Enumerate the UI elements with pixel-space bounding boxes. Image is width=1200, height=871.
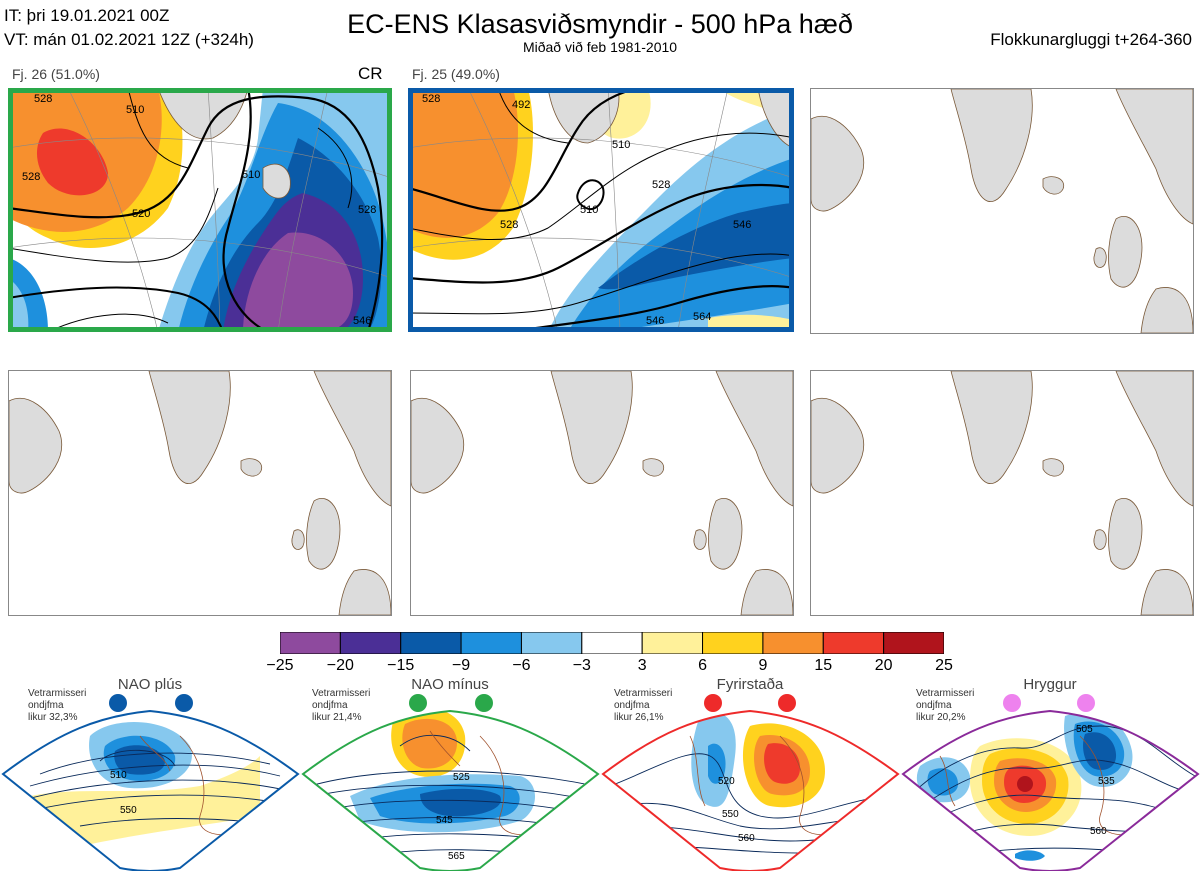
classification-window: Flokkunargluggi t+264-360 — [990, 30, 1192, 49]
contour-label: 528 — [500, 219, 518, 231]
colorbar-tick-label: −9 — [451, 657, 471, 674]
colorbar-segment — [581, 631, 643, 655]
contour-label: 560 — [1090, 826, 1107, 837]
empty-map-5[interactable] — [410, 370, 794, 616]
cluster-map-2[interactable]: 528 492 510 510 528 528 546 546 564 — [408, 88, 794, 332]
contour-label: 550 — [722, 809, 739, 820]
regime-title: NAO mínus — [411, 676, 489, 693]
contour-label: 510 — [110, 770, 127, 781]
regime-title: Fyrirstaða — [716, 676, 784, 693]
regime-marker — [778, 694, 796, 712]
regime-ridge[interactable]: Hryggur Vetrarmisseri ondjfma likur 20,2% — [900, 676, 1200, 871]
contour-label: 564 — [693, 311, 711, 323]
colorbar-tick-label: 25 — [935, 657, 953, 674]
initial-time: IT: þri 19.01.2021 00Z — [4, 6, 170, 25]
empty-map-6[interactable] — [810, 370, 1194, 616]
contour-label: 520 — [132, 208, 150, 220]
contour-label: 565 — [448, 851, 465, 862]
empty-map-4[interactable] — [8, 370, 392, 616]
empty-map-3[interactable] — [810, 88, 1194, 334]
cluster-map-1[interactable]: 528 510 520 510 528 546 528 — [8, 88, 392, 332]
colorbar-segment — [641, 631, 704, 655]
cluster-2-label: Fj. 25 (49.0%) — [412, 66, 500, 82]
page-title: EC-ENS Klasasviðsmyndir - 500 hPa hæð — [347, 9, 853, 39]
regime-marker — [1003, 694, 1021, 712]
regime-note: Vetrarmisseri ondjfma likur 21,4% — [312, 688, 371, 723]
regime-nao-minus[interactable]: NAO mínus Vetrarmisseri ondjfma likur 21,4… — [300, 676, 600, 871]
contour-label: 505 — [1076, 724, 1093, 735]
regime-title: NAO plús — [117, 676, 183, 693]
colorbar-tick-label: −3 — [572, 657, 591, 674]
contour-label: 510 — [126, 104, 144, 116]
colorbar-tick-label: −25 — [266, 657, 294, 674]
colorbar-segment — [702, 631, 764, 655]
colorbar-tick-label: 15 — [814, 657, 833, 674]
regime-marker — [409, 694, 427, 712]
contour-label: 492 — [512, 99, 530, 111]
colorbar-tick-label: −15 — [387, 657, 415, 674]
colorbar-segment — [883, 631, 945, 655]
colorbar-segment — [339, 631, 402, 655]
contour-label: 550 — [120, 805, 137, 816]
contour-label: 560 — [738, 833, 755, 844]
colorbar-tick-label: 6 — [698, 657, 707, 674]
colorbar-segment — [762, 631, 824, 655]
contour-label: 528 — [358, 204, 376, 216]
contour-label: 528 — [652, 179, 670, 191]
regime-marker — [1077, 694, 1095, 712]
contour-label: 510 — [242, 169, 260, 181]
colorbar-segment — [400, 631, 462, 655]
cluster-1-tag: CR — [358, 64, 383, 83]
colorbar-tick-label: 20 — [874, 657, 893, 674]
valid-time: VT: mán 01.02.2021 12Z (+324h) — [4, 30, 254, 49]
contour-label: 520 — [718, 776, 735, 787]
regime-note: Vetrarmisseri ondjfma likur 20,2% — [916, 688, 975, 723]
contour-label: 510 — [580, 204, 598, 216]
colorbar-segment — [822, 631, 885, 655]
cluster-1-label: Fj. 26 (51.0%) — [12, 66, 100, 82]
regime-nao-plus[interactable]: NAO plús Vetrarmisseri ondjfma likur 32,3% — [0, 676, 300, 871]
contour-label: 535 — [1098, 776, 1115, 787]
colorbar-segment — [279, 631, 341, 655]
contour-label: 528 — [34, 93, 52, 105]
regime-marker — [109, 694, 127, 712]
contour-label: 528 — [22, 171, 40, 183]
colorbar-segment — [460, 631, 522, 655]
page-subtitle: Miðað við feb 1981-2010 — [522, 39, 678, 55]
regime-blocking[interactable]: Fyrirstaða Vetrarmisseri ondjfma likur 26,… — [600, 676, 900, 871]
contour-label: 545 — [436, 815, 453, 826]
colorbar-tick-label: 9 — [758, 657, 768, 674]
contour-label: 525 — [453, 772, 470, 783]
header-info: IT: þri 19.01.2021 00Z VT: mán 01.02.202… — [4, 4, 254, 52]
regime-marker — [175, 694, 193, 712]
regime-note: Vetrarmisseri ondjfma likur 32,3% — [28, 688, 87, 723]
contour-label: 546 — [646, 315, 664, 327]
contour-label: 546 — [733, 219, 751, 231]
colorbar-tick-label: −20 — [326, 657, 354, 674]
contour-label: 528 — [422, 93, 440, 105]
regime-marker — [475, 694, 493, 712]
colorbar-segment — [520, 631, 583, 655]
anomaly-colorbar — [279, 631, 945, 659]
colorbar-tick-label: −6 — [512, 657, 531, 674]
regime-note: Vetrarmisseri ondjfma likur 26,1% — [614, 688, 673, 723]
regime-title: Hryggur — [1023, 676, 1077, 693]
regime-marker — [704, 694, 722, 712]
colorbar-tick-label: 3 — [637, 657, 647, 674]
contour-label: 510 — [612, 139, 630, 151]
contour-label: 546 — [353, 315, 371, 327]
